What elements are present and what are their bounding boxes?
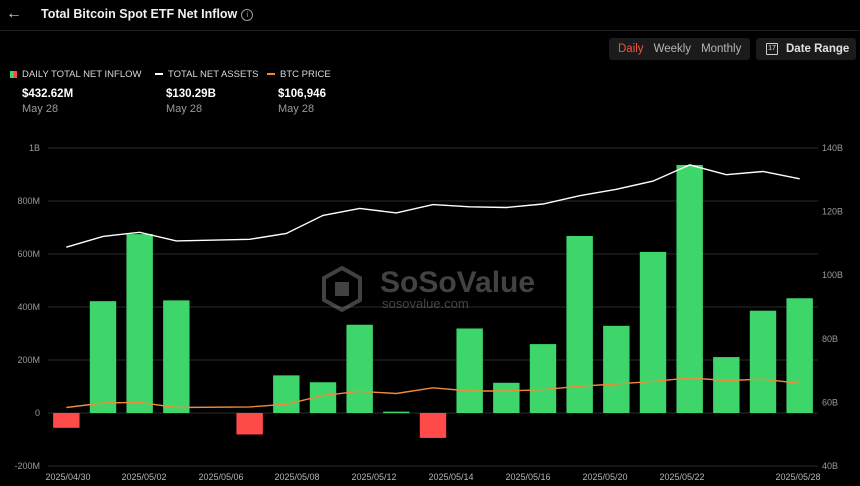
legend-price-label: BTC PRICE	[280, 69, 331, 80]
inflow-bar	[713, 357, 740, 413]
x-axis-tick-label: 2025/05/02	[121, 472, 166, 482]
right-axis-tick-label: 140B	[822, 143, 843, 153]
legend-inflow-label: DAILY TOTAL NET INFLOW	[22, 69, 142, 80]
inflow-bar	[53, 413, 80, 428]
legend-price-swatch	[267, 73, 275, 76]
inflow-bar	[603, 325, 630, 413]
page-title-text: Total Bitcoin Spot ETF Net Inflow	[41, 7, 238, 21]
legend-inflow[interactable]: DAILY TOTAL NET INFLOW	[10, 69, 141, 80]
inflow-bar	[566, 235, 593, 413]
right-axis-tick-label: 120B	[822, 207, 843, 217]
btc-price-line	[66, 377, 800, 409]
inflow-bar	[383, 411, 410, 414]
period-daily-button[interactable]: Daily	[618, 43, 644, 55]
inflow-bar	[456, 328, 483, 413]
inflow-bar	[273, 375, 300, 413]
left-axis-tick-label: 400M	[17, 302, 40, 312]
x-axis-tick-label: 2025/04/30	[45, 472, 90, 482]
stat-assets-date: May 28	[166, 103, 203, 115]
legend-assets-swatch	[155, 73, 163, 76]
watermark-site: sosovalue.com	[382, 296, 469, 311]
stat-price-date: May 28	[278, 103, 315, 115]
left-axis-tick-label: 600M	[17, 249, 40, 259]
legend-price[interactable]: BTC PRICE	[267, 69, 331, 80]
page-title: Total Bitcoin Spot ETF Net Inflow i	[41, 7, 254, 21]
date-range-label: Date Range	[786, 43, 850, 55]
left-axis-tick-label: -200M	[14, 461, 40, 471]
inflow-bar	[126, 234, 153, 413]
legend-assets-label: TOTAL NET ASSETS	[168, 69, 259, 80]
x-axis-tick-label: 2025/05/14	[428, 472, 473, 482]
right-axis-tick-label: 60B	[822, 397, 838, 407]
inflow-bar	[639, 251, 667, 413]
right-axis-tick-label: 100B	[822, 270, 843, 280]
x-axis-tick-label: 2025/05/20	[582, 472, 627, 482]
x-axis-tick-label: 2025/05/22	[659, 472, 704, 482]
header-bar: ← Total Bitcoin Spot ETF Net Inflow i	[0, 0, 860, 31]
right-axis-tick-label: 80B	[822, 334, 838, 344]
inflow-bar	[676, 164, 703, 413]
period-weekly-button[interactable]: Weekly	[653, 43, 692, 55]
x-axis-tick-label: 2025/05/16	[505, 472, 550, 482]
inflow-bar	[236, 413, 263, 435]
date-range-button[interactable]: 17 Date Range	[756, 38, 856, 60]
stat-assets-value: $130.29B	[166, 88, 216, 100]
right-axis-tick-label: 40B	[822, 461, 838, 471]
legend-assets[interactable]: TOTAL NET ASSETS	[155, 69, 258, 80]
inflow-bar	[749, 310, 777, 413]
period-monthly-button[interactable]: Monthly	[701, 43, 742, 55]
inflow-bar	[89, 301, 117, 413]
watermark-logo-icon	[322, 265, 362, 313]
left-axis-tick-label: 0	[35, 408, 40, 418]
inflow-bar	[346, 324, 373, 413]
stat-inflow-date: May 28	[22, 103, 59, 115]
stat-price-value: $106,946	[278, 88, 326, 100]
inflow-bar	[786, 298, 813, 413]
left-axis-tick-label: 1B	[29, 143, 40, 153]
x-axis-tick-label: 2025/05/08	[274, 472, 319, 482]
inflow-bar	[419, 413, 447, 438]
x-axis-tick-label: 2025/05/12	[351, 472, 396, 482]
x-axis-tick-label: 2025/05/06	[198, 472, 243, 482]
total-net-assets-line	[66, 164, 800, 248]
x-axis-tick-label: 2025/05/28	[775, 472, 820, 482]
left-axis-tick-label: 800M	[17, 196, 40, 206]
stat-inflow-value: $432.62M	[22, 88, 74, 100]
inflow-bar	[529, 344, 557, 413]
inflow-bar	[493, 382, 520, 413]
watermark-brand: SoSoValue	[380, 266, 535, 299]
legend-inflow-swatch	[10, 70, 17, 78]
back-arrow-icon[interactable]: ←	[6, 5, 22, 22]
calendar-icon: 17	[766, 43, 778, 55]
inflow-bar	[163, 300, 190, 413]
info-icon[interactable]: i	[241, 9, 254, 21]
period-toggle: Daily Weekly Monthly	[609, 38, 751, 60]
left-axis-tick-label: 200M	[17, 355, 40, 365]
